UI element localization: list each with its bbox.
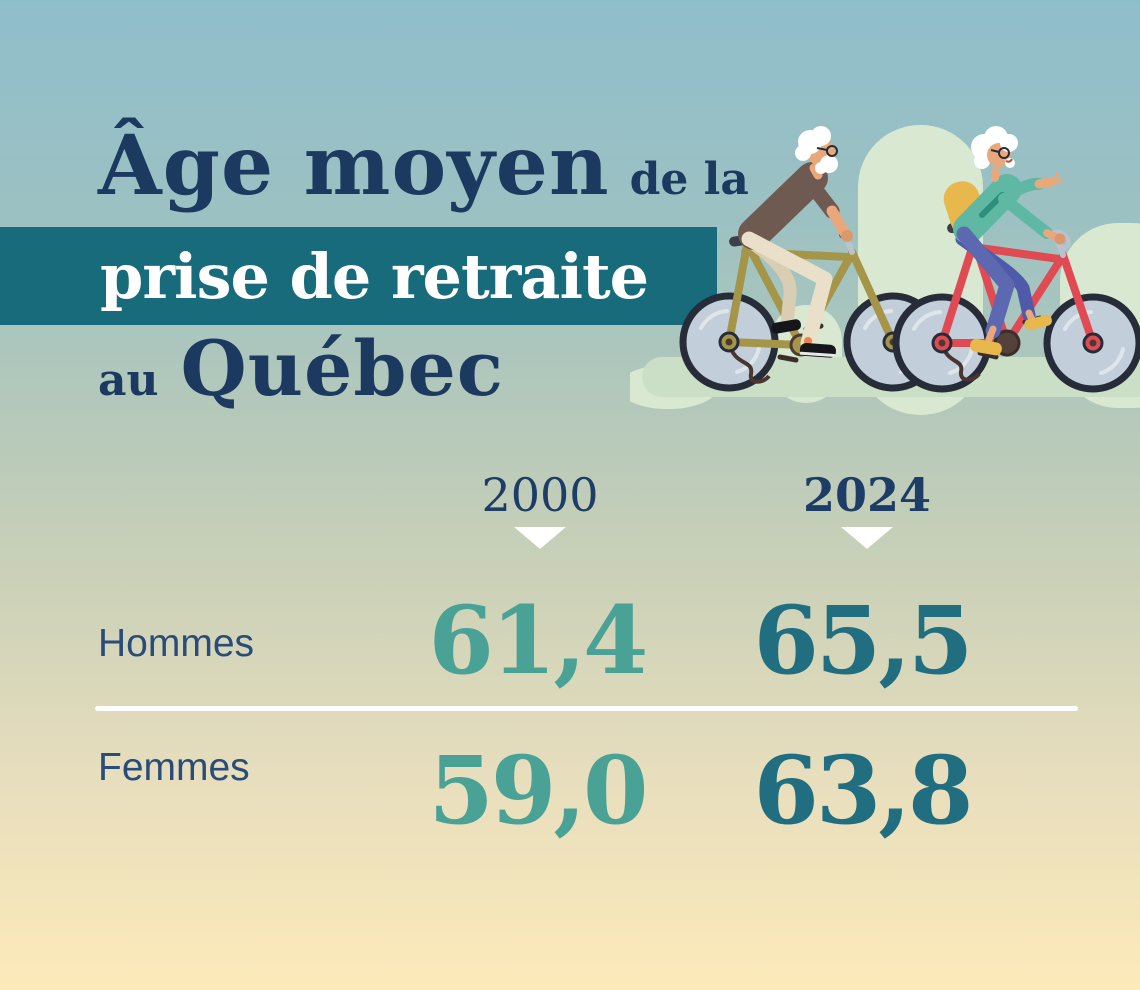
glasses-icon <box>998 147 1010 159</box>
cyclists-illustration <box>630 125 1140 415</box>
column-header-2000: 2000 <box>481 468 599 522</box>
title-line2: prise de retraite <box>100 240 649 313</box>
title-line3: au Québec <box>98 324 504 413</box>
row-label-hommes: Hommes <box>98 622 255 665</box>
title-banner: prise de retraite <box>0 227 717 325</box>
title-suffix-text: de la <box>629 154 749 205</box>
row-divider <box>95 706 1078 711</box>
triangle-down-icon <box>841 527 893 549</box>
man-cyclist <box>738 126 853 358</box>
value-femmes-2000: 59,0 <box>428 736 649 846</box>
title-region-text: Québec <box>180 324 505 413</box>
glasses-icon <box>826 145 838 157</box>
value-hommes-2024: 65,5 <box>753 586 974 696</box>
title-main-text: Âge moyen <box>98 118 610 214</box>
value-femmes-2024: 63,8 <box>753 736 974 846</box>
row-label-femmes: Femmes <box>98 746 250 789</box>
title-line1: Âge moyen de la <box>98 118 749 214</box>
triangle-down-icon <box>514 527 566 549</box>
column-header-2024: 2024 <box>802 468 932 522</box>
value-hommes-2000: 61,4 <box>428 586 649 696</box>
title-prefix-text: au <box>98 355 159 406</box>
woman-cyclist <box>943 126 1066 357</box>
